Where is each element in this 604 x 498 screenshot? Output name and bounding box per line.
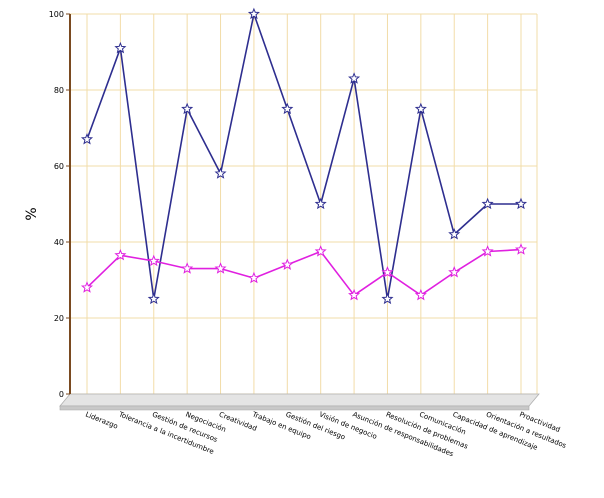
x-tick-label: Trabajo en equipo <box>250 410 312 441</box>
floor-front <box>59 405 530 411</box>
series <box>80 7 528 305</box>
y-tick-label: 20 <box>54 314 64 323</box>
data-point <box>80 281 94 293</box>
data-point <box>448 266 461 278</box>
y-tick-label: 0 <box>59 390 64 399</box>
data-point <box>514 197 528 210</box>
y-tick-label: 100 <box>49 10 64 19</box>
data-point <box>147 292 160 305</box>
data-point <box>481 197 494 210</box>
data-point <box>147 254 160 267</box>
series-line <box>86 13 521 300</box>
data-point <box>181 102 194 115</box>
data-point <box>348 72 361 84</box>
data-point <box>414 288 427 301</box>
y-tick-label: 80 <box>54 86 64 95</box>
data-point <box>314 245 327 257</box>
data-point <box>214 167 227 179</box>
data-point <box>314 197 327 210</box>
data-point <box>381 292 394 305</box>
data-point <box>247 271 260 284</box>
data-point <box>181 262 194 274</box>
data-point <box>114 41 127 54</box>
data-point <box>381 266 394 278</box>
data-point <box>481 245 494 257</box>
data-point <box>114 248 127 261</box>
data-point <box>247 7 260 20</box>
data-point <box>214 262 227 274</box>
data-point <box>348 288 361 301</box>
y-tick-label: 40 <box>54 238 64 247</box>
floor-top <box>59 393 540 407</box>
data-point <box>281 102 294 115</box>
data-point <box>514 243 528 255</box>
y-axis-label: % <box>24 207 40 220</box>
axes <box>59 13 540 411</box>
x-tick-label: Liderazgo <box>84 410 119 430</box>
data-point <box>414 102 427 115</box>
data-point <box>281 258 294 270</box>
data-point <box>448 228 461 240</box>
y-tick-label: 60 <box>54 162 64 171</box>
data-point <box>80 133 94 145</box>
series-line <box>86 248 522 297</box>
grid <box>70 13 538 395</box>
